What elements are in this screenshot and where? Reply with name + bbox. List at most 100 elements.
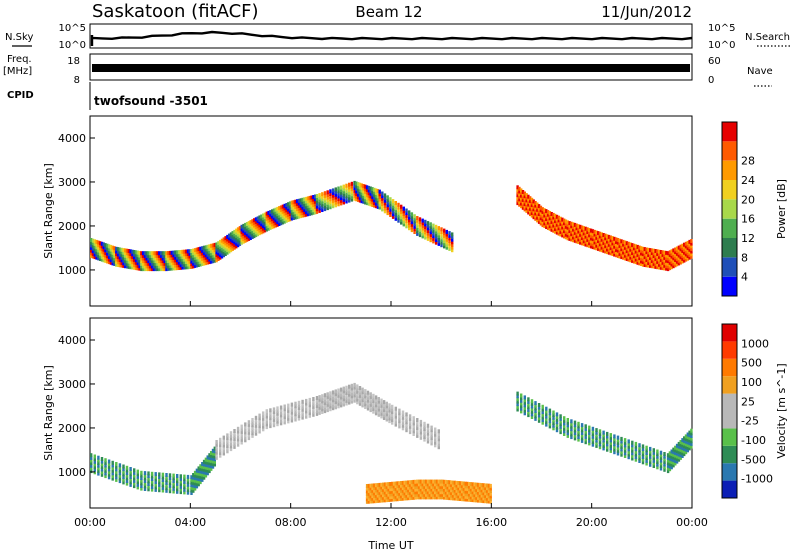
velocity-echo-cell <box>473 490 476 495</box>
power-echo-cell <box>623 245 627 250</box>
power-echo-cell <box>584 232 587 236</box>
power-echo-cell <box>90 251 93 256</box>
velocity-echo-cell <box>154 474 157 479</box>
velocity-echo-cell <box>100 457 104 461</box>
power-echo-cell <box>410 214 414 219</box>
power-echo-cell <box>152 253 156 258</box>
velocity-echo-cell <box>353 398 356 403</box>
power-echo-cell <box>202 245 206 250</box>
velocity-echo-cell <box>206 468 209 473</box>
velocity-echo-cell <box>315 398 319 403</box>
velocity-echo-cell <box>419 490 423 495</box>
power-echo-cell <box>537 214 541 219</box>
velocity-echo-cell <box>434 482 437 487</box>
power-echo-cell <box>93 244 96 249</box>
velocity-echo-cell <box>690 434 693 438</box>
power-echo-cell <box>554 221 557 226</box>
velocity-echo-cell <box>312 412 315 417</box>
velocity-echo-cell <box>90 469 93 474</box>
velocity-echo-cell <box>361 400 364 405</box>
power-echo-cell <box>167 251 170 256</box>
power-echo-cell <box>168 253 172 258</box>
velocity-echo-cell <box>652 456 655 461</box>
velocity-echo-cell <box>434 440 437 445</box>
power-echo-cell <box>405 216 408 221</box>
power-echo-cell <box>263 212 267 217</box>
power-echo-cell <box>647 258 650 263</box>
velocity-echo-cell <box>674 458 677 463</box>
velocity-echo-cell <box>258 421 261 426</box>
velocity-echo-cell <box>620 439 623 444</box>
power-echo-cell <box>111 250 114 255</box>
velocity-echo-cell <box>136 482 139 487</box>
velocity-echo-cell <box>428 484 431 489</box>
velocity-echo-cell <box>645 445 648 450</box>
power-echo-cell <box>188 259 191 264</box>
velocity-echo-cell <box>416 433 419 438</box>
velocity-echo-cell <box>290 418 294 423</box>
velocity-echo-cell <box>369 408 372 413</box>
power-echo-cell <box>632 249 636 253</box>
velocity-echo-cell <box>548 421 552 426</box>
power-echo-cell <box>564 230 568 234</box>
power-echo-cell <box>326 200 329 205</box>
velocity-echo-cell <box>125 473 129 478</box>
velocity-echo-cell <box>150 474 154 479</box>
velocity-echo-cell <box>389 487 392 492</box>
velocity-echo-cell <box>441 482 444 487</box>
power-echo-cell <box>125 254 129 258</box>
power-echo-cell <box>367 191 371 196</box>
power-echo-cell <box>627 247 630 252</box>
power-colorbar-tick-label: 12 <box>741 232 755 245</box>
power-echo-cell <box>520 193 523 198</box>
velocity-echo-cell <box>326 397 329 402</box>
velocity-colorbar-segment <box>722 358 737 377</box>
power-echo-cell <box>238 228 242 233</box>
power-echo-cell <box>95 242 98 247</box>
power-echo-cell <box>288 212 292 216</box>
velocity-echo-cell <box>523 398 526 403</box>
power-echo-cell <box>170 263 173 268</box>
power-echo-cell <box>591 242 595 247</box>
velocity-echo-cell <box>652 458 655 463</box>
velocity-colorbar-segment <box>722 393 737 411</box>
velocity-echo-cell <box>516 404 519 409</box>
velocity-echo-cell <box>350 386 354 391</box>
power-echo-cell <box>665 253 668 258</box>
power-echo-cell <box>229 240 233 245</box>
velocity-echo-cell <box>168 486 172 491</box>
velocity-echo-cell <box>412 418 415 423</box>
velocity-echo-cell <box>631 451 634 456</box>
power-echo-cell <box>278 214 281 219</box>
power-echo-cell <box>534 211 537 216</box>
power-echo-cell <box>301 205 304 210</box>
power-echo-cell <box>686 251 689 256</box>
velocity-x-axis-label: Time UT <box>367 539 413 552</box>
power-echo-cell <box>165 261 168 266</box>
velocity-echo-cell <box>213 446 216 451</box>
velocity-echo-cell <box>100 464 104 469</box>
power-echo-cell <box>240 235 243 240</box>
power-echo-cell <box>281 212 285 217</box>
power-echo-cell <box>345 199 348 204</box>
velocity-echo-cell <box>588 433 591 438</box>
velocity-echo-cell <box>482 499 485 504</box>
power-echo-cell <box>421 221 424 226</box>
velocity-echo-cell <box>380 401 383 406</box>
velocity-echo-cell <box>290 405 294 410</box>
velocity-echo-cell <box>305 412 308 417</box>
power-echo-cell <box>650 248 654 253</box>
velocity-echo-cell <box>215 453 218 458</box>
power-echo-cell <box>199 254 202 259</box>
power-echo-cell <box>201 251 204 256</box>
velocity-echo-cell <box>331 400 335 405</box>
power-echo-cell <box>561 220 564 225</box>
velocity-echo-cell <box>602 443 605 448</box>
power-echo-cell <box>154 253 157 258</box>
velocity-echo-cell <box>430 436 433 441</box>
velocity-echo-cell <box>684 447 688 452</box>
velocity-echo-cell <box>202 475 206 480</box>
velocity-echo-cell <box>408 493 412 498</box>
velocity-echo-cell <box>652 453 655 458</box>
velocity-echo-cell <box>323 393 327 398</box>
